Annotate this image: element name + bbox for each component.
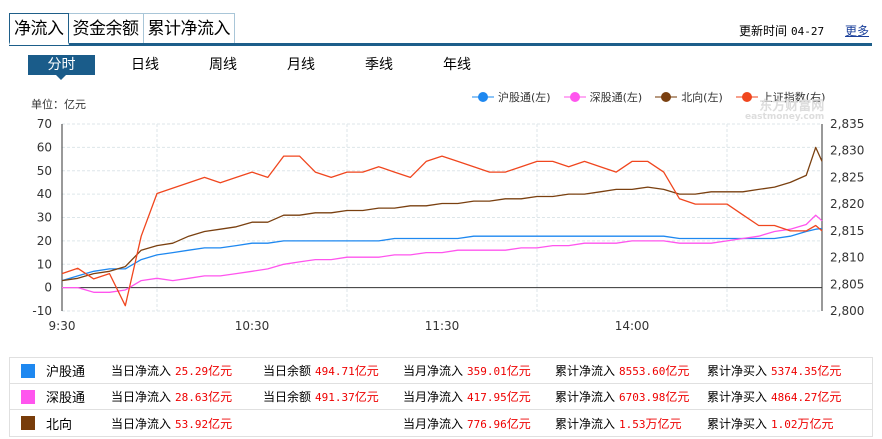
subtab-quarterly[interactable]: 季线 bbox=[365, 57, 393, 73]
daily-balance: 当日余额 494.71亿元 bbox=[263, 364, 379, 378]
legend-marker-icon bbox=[472, 92, 494, 102]
chart-axes bbox=[61, 124, 823, 311]
row-name: 沪股通 bbox=[46, 365, 86, 380]
update-label: 更新时间 bbox=[739, 24, 788, 38]
cumulative-net-inflow: 累计净流入 1.53万亿元 bbox=[555, 416, 682, 431]
cumulative-net-inflow: 累计净流入 8553.60亿元 bbox=[555, 364, 690, 378]
main-tabs: 净流入 资金余额 累计净流入 bbox=[9, 13, 235, 45]
monthly-net-inflow: 当月净流入 776.96亿元 bbox=[403, 416, 531, 431]
subtab-weekly[interactable]: 周线 bbox=[209, 57, 237, 73]
cumulative-net-buy: 累计净买入 1.02万亿元 bbox=[707, 416, 834, 431]
chart-series bbox=[61, 146, 823, 307]
daily-net-inflow: 当日净流入 28.63亿元 bbox=[111, 390, 233, 404]
color-swatch bbox=[21, 416, 35, 430]
legend-item-northbound[interactable]: 北向(左) bbox=[655, 89, 723, 105]
svg-text:0: 0 bbox=[44, 281, 52, 295]
svg-text:50: 50 bbox=[37, 164, 52, 178]
summary-row-northbound: 北向 当日净流入 53.92亿元 当月净流入 776.96亿元 累计净流入 1.53万… bbox=[10, 410, 872, 436]
summary-row-sh-connect: 沪股通 当日净流入 25.29亿元 当日余额 494.71亿元 当月净流入 359.0… bbox=[10, 358, 872, 384]
update-time: 更新时间 04-27 bbox=[739, 22, 824, 39]
daily-net-inflow: 当日净流入 25.29亿元 bbox=[111, 364, 233, 378]
legend-label: 北向(左) bbox=[681, 91, 723, 104]
legend-marker-icon bbox=[735, 92, 758, 102]
svg-text:14:00: 14:00 bbox=[615, 319, 650, 333]
chart-legend: 沪股通(左) 深股通(左) 北向(左) 上证指数(右) bbox=[472, 89, 838, 105]
chart-axis-labels: -10 0 10 20 30 40 50 60 70 2,800 2,805 2,810 2,815 2,… bbox=[32, 117, 864, 333]
period-tabs: 分时 日线 周线 月线 季线 年线 bbox=[28, 55, 496, 80]
svg-text:2,815: 2,815 bbox=[830, 224, 864, 238]
monthly-net-inflow: 当月净流入 359.01亿元 bbox=[403, 364, 531, 378]
svg-text:-10: -10 bbox=[32, 304, 52, 318]
svg-text:11:30: 11:30 bbox=[425, 319, 460, 333]
svg-text:40: 40 bbox=[37, 187, 52, 201]
update-date: 04-27 bbox=[791, 25, 825, 38]
legend-label: 沪股通(左) bbox=[498, 91, 551, 104]
svg-text:2,830: 2,830 bbox=[830, 144, 864, 158]
legend-item-sz-connect[interactable]: 深股通(左) bbox=[563, 89, 643, 105]
svg-text:2,800: 2,800 bbox=[830, 304, 864, 318]
legend-label: 深股通(左) bbox=[589, 91, 643, 104]
svg-text:2,820: 2,820 bbox=[830, 197, 864, 211]
subtab-intraday[interactable]: 分时 bbox=[28, 55, 95, 80]
line-chart: -10 0 10 20 30 40 50 60 70 2,800 2,805 2,810 2,815 2,… bbox=[32, 117, 864, 333]
svg-text:2,810: 2,810 bbox=[830, 251, 864, 265]
color-swatch bbox=[21, 390, 35, 404]
legend-marker-icon bbox=[563, 92, 586, 102]
svg-text:60: 60 bbox=[37, 140, 52, 154]
daily-net-inflow: 当日净流入 53.92亿元 bbox=[111, 416, 233, 431]
monthly-net-inflow: 当月净流入 417.95亿元 bbox=[403, 390, 531, 404]
subtab-daily[interactable]: 日线 bbox=[131, 57, 159, 73]
color-swatch bbox=[21, 364, 35, 378]
tab-cumulative-net-inflow[interactable]: 累计净流入 bbox=[142, 13, 235, 44]
daily-balance: 当日余额 491.37亿元 bbox=[263, 390, 379, 404]
svg-text:10:30: 10:30 bbox=[235, 319, 270, 333]
chart-grid bbox=[62, 123, 822, 312]
svg-text:9:30: 9:30 bbox=[49, 319, 76, 333]
svg-text:30: 30 bbox=[37, 211, 52, 225]
summary-row-sz-connect: 深股通 当日净流入 28.63亿元 当日余额 491.37亿元 当月净流入 417.9… bbox=[10, 384, 872, 410]
svg-text:70: 70 bbox=[37, 117, 52, 131]
svg-text:20: 20 bbox=[37, 234, 52, 248]
legend-marker-icon bbox=[655, 92, 678, 102]
tab-underline bbox=[9, 43, 872, 46]
unit-label: 单位：亿元 bbox=[31, 98, 86, 111]
summary-table: 沪股通 当日净流入 25.29亿元 当日余额 494.71亿元 当月净流入 359.0… bbox=[9, 357, 873, 437]
svg-text:10: 10 bbox=[37, 257, 52, 271]
tab-net-inflow[interactable]: 净流入 bbox=[9, 13, 69, 45]
legend-item-sse-index[interactable]: 上证指数(右) bbox=[735, 89, 826, 105]
row-name: 北向 bbox=[46, 417, 73, 433]
subtab-monthly[interactable]: 月线 bbox=[287, 57, 315, 73]
eastmoney-watermark: 东方财富网 eastmoney.com bbox=[745, 99, 825, 122]
tab-fund-balance[interactable]: 资金余额 bbox=[67, 13, 144, 44]
cumulative-net-buy: 累计净买入 4864.27亿元 bbox=[707, 390, 842, 404]
legend-item-sh-connect[interactable]: 沪股通(左) bbox=[472, 89, 551, 105]
cumulative-net-inflow: 累计净流入 6703.98亿元 bbox=[555, 390, 690, 404]
svg-text:2,805: 2,805 bbox=[830, 277, 864, 291]
legend-label: 上证指数(右) bbox=[761, 91, 826, 104]
cumulative-net-buy: 累计净买入 5374.35亿元 bbox=[707, 364, 842, 378]
svg-text:2,835: 2,835 bbox=[830, 117, 864, 131]
subtab-yearly[interactable]: 年线 bbox=[443, 57, 471, 73]
svg-text:2,825: 2,825 bbox=[830, 170, 864, 184]
more-link[interactable]: 更多 bbox=[845, 24, 870, 38]
row-name: 深股通 bbox=[46, 391, 86, 406]
